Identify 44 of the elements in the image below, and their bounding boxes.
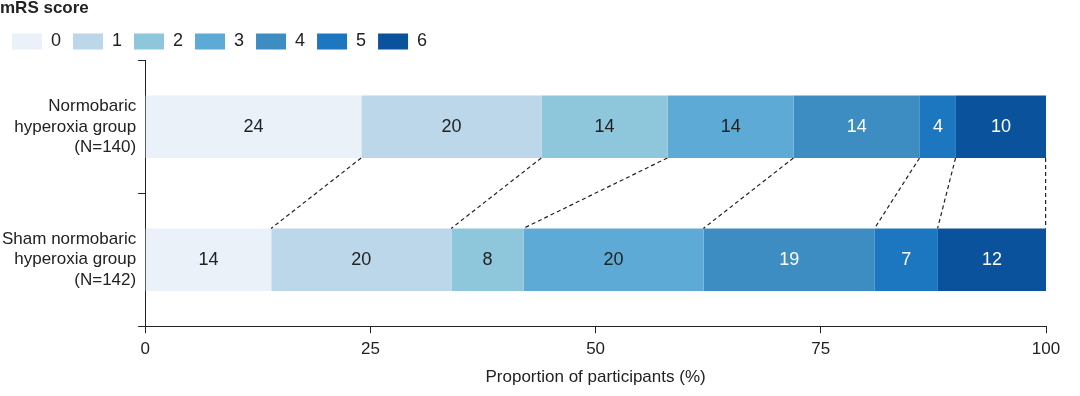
data-label: 12	[981, 248, 1002, 269]
bar	[937, 228, 1046, 291]
legend-label: 6	[417, 30, 428, 51]
legend-label: 3	[234, 30, 245, 51]
x-tick-label: 25	[360, 339, 380, 359]
bar	[145, 228, 272, 291]
data-label: 14	[198, 248, 219, 269]
x-tick-label: 75	[811, 339, 831, 359]
data-label: 24	[243, 115, 264, 136]
bar	[361, 95, 542, 159]
data-label: 20	[351, 248, 372, 269]
bar	[271, 228, 452, 291]
x-tick-label: 50	[586, 339, 606, 359]
bar	[523, 228, 704, 291]
legend-label: 4	[295, 30, 306, 51]
data-label: 20	[441, 115, 462, 136]
data-label: 14	[846, 115, 867, 136]
bar	[667, 95, 794, 159]
legend-label: 2	[173, 30, 184, 51]
legend-label: 1	[112, 30, 123, 51]
y-tick-label: Sham normobaric hyperoxia group (N=142)	[1, 229, 137, 289]
bar	[145, 95, 362, 159]
data-label: 10	[990, 115, 1011, 136]
y-tick-label: Normobaric hyperoxia group (N=140)	[14, 96, 137, 156]
bar	[703, 228, 875, 291]
legend-label: 5	[356, 30, 367, 51]
bar	[793, 95, 920, 159]
data-label: 14	[720, 115, 741, 136]
bar	[955, 95, 1046, 159]
x-tick-label: 0	[140, 339, 150, 359]
data-label: 19	[779, 248, 800, 269]
data-label: 7	[901, 248, 912, 269]
legend-label: 0	[51, 30, 62, 51]
legend-title: mRS score	[0, 0, 89, 18]
bar	[919, 95, 956, 159]
data-label: 14	[594, 115, 615, 136]
data-label: 20	[603, 248, 624, 269]
bar	[874, 228, 938, 291]
data-label: 8	[482, 248, 493, 269]
x-tick-label: 100	[1031, 339, 1061, 359]
data-label: 4	[932, 115, 943, 136]
bar	[451, 228, 524, 291]
x-axis-title: Proportion of participants (%)	[485, 367, 706, 387]
bar	[541, 95, 668, 159]
